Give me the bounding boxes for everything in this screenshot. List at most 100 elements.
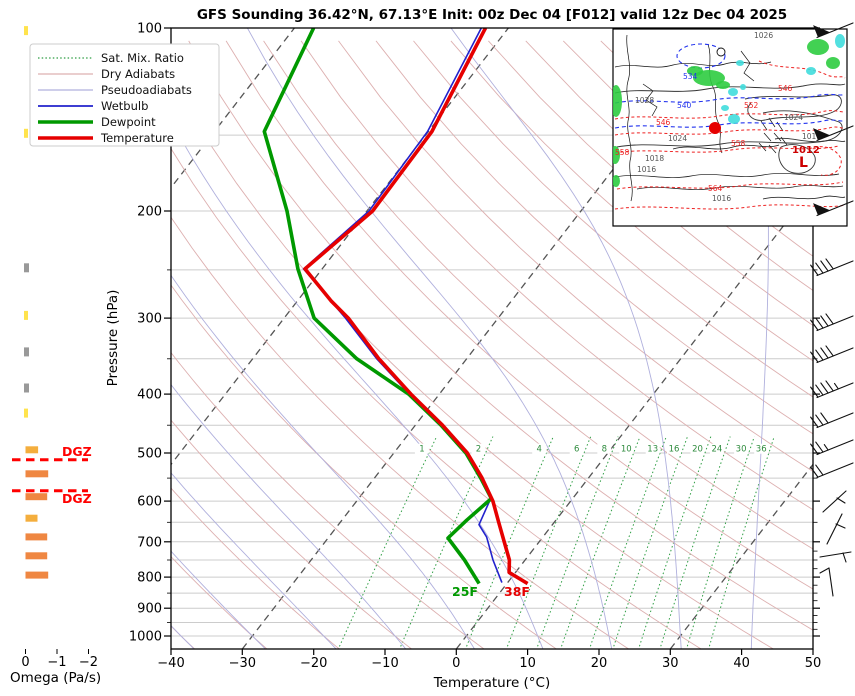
- wind-barb: [810, 258, 854, 277]
- svg-text:20: 20: [591, 656, 608, 671]
- svg-text:1016: 1016: [802, 132, 821, 141]
- svg-text:L: L: [799, 155, 808, 171]
- svg-text:30: 30: [662, 656, 679, 671]
- pressure-gridlines: [171, 134, 813, 637]
- svg-text:−30: −30: [229, 656, 256, 671]
- svg-text:40: 40: [733, 656, 750, 671]
- wind-barb: [810, 313, 854, 332]
- svg-text:1000: 1000: [129, 630, 162, 645]
- wind-barb: [810, 462, 854, 479]
- svg-text:10: 10: [519, 656, 536, 671]
- omega-axis-label: Omega (Pa/s): [10, 670, 101, 686]
- dgz-lines: [12, 458, 88, 493]
- svg-text:1: 1: [419, 445, 424, 455]
- dgz-label-upper: DGZ: [62, 444, 92, 459]
- svg-text:1018: 1018: [645, 154, 664, 163]
- svg-text:1016: 1016: [712, 194, 731, 203]
- legend-item-wetbulb: Wetbulb: [101, 99, 148, 113]
- wind-barb: [813, 22, 854, 39]
- wind-barb: [810, 380, 854, 399]
- svg-text:36: 36: [756, 445, 767, 455]
- svg-text:546: 546: [778, 84, 793, 93]
- legend-item-dry-adiabats: Dry Adiabats: [101, 67, 175, 81]
- svg-text:1026: 1026: [754, 31, 773, 40]
- mixing-ratio-lines: [337, 436, 775, 649]
- svg-text:1028: 1028: [635, 96, 654, 105]
- svg-text:8: 8: [602, 445, 607, 455]
- legend-item-temperature: Temperature: [100, 131, 174, 145]
- wind-barb: [813, 200, 854, 217]
- wind-barb: [819, 551, 852, 563]
- svg-text:500: 500: [137, 447, 162, 462]
- svg-text:400: 400: [137, 388, 162, 403]
- wind-barb: [822, 490, 847, 513]
- svg-text:13: 13: [647, 445, 658, 455]
- temperature-curve: [303, 28, 529, 586]
- svg-text:900: 900: [137, 602, 162, 617]
- inset-map: 1026 534 540 1028 546 546 552 558 558 564 1024 1024…: [612, 28, 848, 227]
- svg-text:20: 20: [692, 445, 703, 455]
- svg-text:200: 200: [137, 205, 162, 220]
- svg-text:16: 16: [669, 445, 680, 455]
- svg-text:1012: 1012: [792, 145, 820, 156]
- temperature-axis-label: Temperature (°C): [433, 675, 551, 691]
- legend-item-dewpoint: Dewpoint: [101, 115, 156, 129]
- omega-axis: 0 −1 −2: [21, 649, 98, 670]
- svg-text:4: 4: [536, 445, 541, 455]
- chart-layers: 1 2 4 6 8 10 13 16 20 24 30 360 −1 −21002003004005006…: [12, 22, 848, 672]
- wind-barb: [819, 567, 834, 597]
- svg-text:534: 534: [683, 72, 698, 81]
- svg-text:−10: −10: [371, 656, 398, 671]
- surface-dewpoint-label: 25F: [452, 584, 478, 599]
- wind-barb: [813, 125, 854, 142]
- omega-bars: [24, 26, 49, 579]
- wind-barb: [826, 513, 846, 545]
- svg-text:1016: 1016: [637, 165, 656, 174]
- surface-temperature-label: 38F: [504, 584, 530, 599]
- legend-item-sat-mix-ratio: Sat. Mix. Ratio: [101, 51, 184, 65]
- svg-text:50: 50: [805, 656, 822, 671]
- svg-text:540: 540: [677, 101, 692, 110]
- wind-barb: [810, 439, 854, 456]
- svg-text:−2: −2: [79, 655, 98, 670]
- svg-text:564: 564: [708, 184, 723, 193]
- mixing-ratio-labels: 1 2 4 6 8 10 13 16 20 24 30 36: [414, 443, 769, 455]
- page-title: GFS Sounding 36.42°N, 67.13°E Init: 00z …: [197, 7, 787, 23]
- svg-text:546: 546: [656, 118, 671, 127]
- legend-item-pseudoadiabats: Pseudoadiabats: [101, 83, 192, 97]
- svg-text:0: 0: [452, 656, 460, 671]
- svg-text:1024: 1024: [668, 134, 687, 143]
- svg-text:10: 10: [621, 445, 632, 455]
- svg-text:552: 552: [744, 101, 759, 110]
- svg-text:30: 30: [736, 445, 747, 455]
- dgz-label-lower: DGZ: [62, 491, 92, 506]
- pseudoadiabats: [171, 28, 769, 649]
- svg-text:600: 600: [137, 495, 162, 510]
- svg-text:1024: 1024: [784, 113, 803, 122]
- svg-text:0: 0: [21, 655, 29, 670]
- svg-text:−20: −20: [300, 656, 327, 671]
- wind-barb: [810, 412, 854, 429]
- sounding-location-dot: [709, 122, 721, 134]
- svg-text:2: 2: [476, 445, 481, 455]
- svg-text:558: 558: [615, 148, 630, 157]
- svg-text:700: 700: [137, 535, 162, 550]
- svg-text:100: 100: [137, 22, 162, 37]
- legend: Sat. Mix. Ratio Dry Adiabats Pseudoadiab…: [29, 43, 220, 147]
- wind-barb: [810, 345, 854, 364]
- pressure-axis-label: Pressure (hPa): [105, 290, 121, 387]
- svg-text:−40: −40: [157, 656, 184, 671]
- svg-text:6: 6: [574, 445, 579, 455]
- svg-text:24: 24: [711, 445, 722, 455]
- svg-text:558: 558: [731, 139, 746, 148]
- profile-curves: [262, 28, 529, 586]
- overlay-labels: GFS Sounding 36.42°N, 67.13°E Init: 00z …: [10, 7, 787, 691]
- wind-barbs: [810, 22, 854, 597]
- svg-text:300: 300: [137, 312, 162, 327]
- svg-text:800: 800: [137, 571, 162, 586]
- dry-adiabats: [171, 40, 813, 649]
- svg-text:−1: −1: [47, 655, 66, 670]
